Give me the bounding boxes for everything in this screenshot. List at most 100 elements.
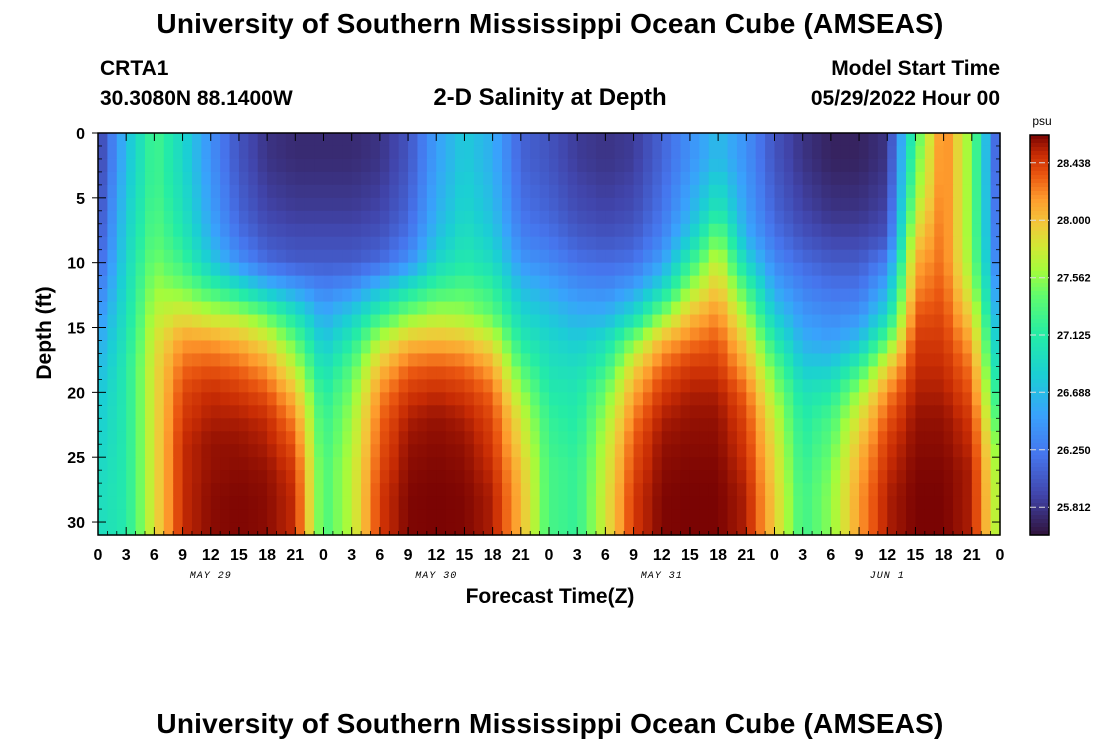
- heatmap-cell: [182, 236, 193, 251]
- heatmap-cell: [821, 158, 832, 173]
- heatmap-cell: [379, 184, 390, 199]
- heatmap-cell: [379, 522, 390, 536]
- heatmap-cell: [473, 158, 484, 173]
- heatmap-cell: [464, 262, 475, 277]
- heatmap-cell: [971, 353, 982, 368]
- heatmap-cell: [971, 522, 982, 536]
- heatmap-cell: [107, 158, 118, 173]
- heatmap-cell: [379, 210, 390, 225]
- heatmap-cell: [417, 133, 428, 147]
- heatmap-cell: [971, 470, 982, 484]
- heatmap-cell: [661, 236, 672, 251]
- heatmap-cell: [492, 431, 503, 445]
- heatmap-cell: [332, 223, 343, 238]
- heatmap-cell: [624, 405, 635, 419]
- heatmap-cell: [896, 301, 907, 316]
- heatmap-cell: [906, 288, 917, 303]
- heatmap-cell: [220, 405, 231, 419]
- heatmap-cell: [971, 262, 982, 277]
- heatmap-cell: [530, 483, 541, 497]
- heatmap-cell: [699, 171, 710, 186]
- heatmap-cell: [699, 340, 710, 355]
- footer-title: University of Southern Mississippi Ocean…: [156, 708, 944, 739]
- heatmap-cell: [389, 184, 400, 199]
- heatmap-cell: [436, 184, 447, 199]
- heatmap-cell: [455, 184, 466, 199]
- heatmap-cell: [530, 288, 541, 303]
- heatmap-cell: [887, 509, 898, 523]
- heatmap-cell: [953, 133, 964, 147]
- heatmap-cell: [182, 457, 193, 471]
- heatmap-cell: [154, 366, 165, 380]
- heatmap-cell: [492, 184, 503, 199]
- heatmap-cell: [257, 509, 268, 523]
- heatmap-cell: [229, 133, 240, 147]
- heatmap-cell: [595, 275, 606, 290]
- heatmap-cell: [567, 457, 578, 471]
- heatmap-cell: [126, 133, 137, 147]
- heatmap-cell: [652, 262, 663, 277]
- heatmap-cell: [530, 249, 541, 264]
- heatmap-cell: [370, 133, 381, 147]
- heatmap-cell: [210, 418, 221, 432]
- heatmap-cell: [887, 197, 898, 212]
- heatmap-cell: [605, 314, 616, 329]
- heatmap-cell: [802, 301, 813, 316]
- heatmap-cell: [924, 327, 935, 342]
- heatmap-cell: [793, 314, 804, 329]
- heatmap-cell: [464, 483, 475, 497]
- heatmap-cell: [220, 249, 231, 264]
- heatmap-cell: [144, 184, 155, 199]
- heatmap-cell: [511, 236, 522, 251]
- heatmap-cell: [417, 197, 428, 212]
- heatmap-cell: [511, 288, 522, 303]
- heatmap-cell: [962, 496, 973, 510]
- heatmap-cell: [981, 171, 992, 186]
- heatmap-cell: [492, 301, 503, 316]
- heatmap-cell: [220, 301, 231, 316]
- heatmap-cell: [126, 431, 137, 445]
- heatmap-cell: [502, 431, 513, 445]
- heatmap-cell: [971, 223, 982, 238]
- heatmap-cell: [135, 340, 146, 355]
- heatmap-cell: [389, 457, 400, 471]
- heatmap-cell: [154, 431, 165, 445]
- heatmap-cell: [605, 171, 616, 186]
- heatmap-cell: [539, 262, 550, 277]
- heatmap-cell: [154, 418, 165, 432]
- heatmap-cell: [530, 470, 541, 484]
- heatmap-cell: [962, 314, 973, 329]
- heatmap-cell: [830, 288, 841, 303]
- heatmap-cell: [445, 340, 456, 355]
- heatmap-cell: [323, 522, 334, 536]
- heatmap-cell: [163, 275, 174, 290]
- heatmap-cell: [736, 496, 747, 510]
- heatmap-cell: [201, 249, 212, 264]
- heatmap-cell: [257, 444, 268, 458]
- heatmap-cell: [830, 418, 841, 432]
- heatmap-cell: [502, 249, 513, 264]
- heatmap-cell: [238, 223, 249, 238]
- heatmap-cell: [154, 133, 165, 147]
- heatmap-cell: [783, 444, 794, 458]
- heatmap-cell: [173, 184, 184, 199]
- heatmap-cell: [473, 379, 484, 393]
- colorbar-segment: [1030, 523, 1049, 528]
- heatmap-cell: [915, 340, 926, 355]
- heatmap-cell: [558, 470, 569, 484]
- heatmap-cell: [492, 444, 503, 458]
- heatmap-cell: [398, 184, 409, 199]
- heatmap-cell: [708, 262, 719, 277]
- heatmap-cell: [436, 262, 447, 277]
- heatmap-cell: [379, 275, 390, 290]
- heatmap-cell: [774, 288, 785, 303]
- heatmap-cell: [539, 444, 550, 458]
- heatmap-cell: [530, 353, 541, 368]
- heatmap-cell: [962, 275, 973, 290]
- heatmap-cell: [238, 158, 249, 173]
- heatmap-cell: [859, 223, 870, 238]
- heatmap-cell: [953, 366, 964, 380]
- heatmap-cell: [257, 431, 268, 445]
- heatmap-cell: [727, 249, 738, 264]
- heatmap-cell: [868, 236, 879, 251]
